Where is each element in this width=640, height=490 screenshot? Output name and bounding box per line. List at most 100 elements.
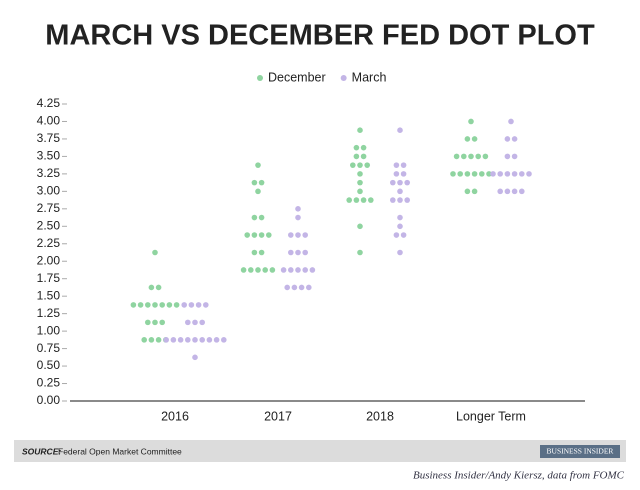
dot	[145, 319, 151, 326]
y-tick-label: 1.50	[37, 288, 61, 302]
dot	[199, 319, 205, 326]
dot	[141, 337, 147, 343]
y-tick-label: 3.75	[37, 131, 61, 145]
dot	[166, 302, 173, 308]
dot	[404, 179, 411, 186]
dot	[288, 267, 294, 273]
dot	[353, 153, 360, 160]
dot	[353, 144, 360, 151]
dot	[152, 319, 158, 326]
dot	[490, 171, 496, 177]
dot	[397, 214, 403, 221]
dot	[163, 337, 169, 343]
dot	[450, 171, 456, 177]
dot	[295, 267, 301, 273]
dot	[188, 302, 195, 308]
dot	[360, 144, 367, 151]
dot	[255, 162, 261, 168]
dot	[508, 118, 514, 125]
logo-box	[540, 445, 620, 458]
x-tick-label: 2017	[264, 409, 292, 423]
dot	[155, 284, 162, 291]
dot	[482, 153, 489, 160]
dot	[248, 267, 254, 273]
legend-label: March	[352, 70, 387, 84]
dot	[400, 171, 407, 177]
dot	[244, 232, 250, 238]
dot	[295, 206, 301, 212]
dot	[353, 197, 360, 203]
y-tick-label: 4.00	[37, 114, 61, 128]
dot	[195, 302, 202, 308]
dot	[258, 214, 265, 221]
dot	[306, 284, 312, 291]
dot	[192, 354, 198, 361]
dot	[145, 302, 151, 308]
logo: BUSINESS INSIDER	[547, 447, 614, 456]
dot	[468, 118, 474, 125]
y-tick-label: 3.00	[37, 184, 61, 198]
dot	[393, 162, 400, 168]
x-tick-label: 2016	[161, 409, 189, 423]
dot	[360, 153, 367, 160]
dot	[258, 232, 265, 238]
dot	[203, 302, 209, 308]
dot	[288, 232, 294, 238]
dot	[357, 188, 363, 195]
legend-swatch	[340, 75, 347, 81]
x-tick-label: Longer Term	[456, 409, 526, 423]
dot	[206, 337, 213, 343]
dot	[357, 171, 363, 177]
dot	[511, 171, 518, 177]
dot	[298, 284, 305, 291]
y-tick-label: 1.75	[37, 271, 61, 285]
dot	[504, 136, 511, 142]
dot	[251, 232, 258, 238]
dot	[159, 302, 165, 308]
dot	[280, 267, 287, 273]
dot	[357, 179, 363, 186]
dot	[258, 249, 265, 256]
dot	[155, 337, 162, 343]
dot	[302, 232, 309, 238]
dot	[511, 136, 518, 142]
dot	[148, 337, 155, 343]
dot	[511, 153, 518, 160]
dot	[177, 337, 184, 343]
dot	[526, 171, 532, 177]
dot	[309, 267, 316, 273]
dot	[397, 249, 403, 256]
dot	[185, 337, 191, 343]
dot	[475, 153, 482, 160]
dot	[130, 302, 137, 308]
dot	[497, 188, 504, 195]
dot	[393, 171, 400, 177]
dot	[464, 188, 471, 195]
y-tick-label: 0.25	[37, 376, 61, 390]
dot	[504, 153, 511, 160]
dot	[295, 214, 301, 221]
y-tick-label: 2.50	[37, 218, 61, 232]
dot	[295, 232, 301, 238]
dot	[464, 171, 471, 177]
dot	[486, 171, 492, 177]
dot	[393, 232, 400, 238]
dot	[453, 153, 460, 160]
dot	[185, 319, 191, 326]
background	[0, 0, 640, 468]
dot	[357, 223, 363, 230]
dot	[464, 136, 471, 142]
dot	[471, 136, 478, 142]
dot	[400, 232, 407, 238]
dot	[181, 302, 187, 308]
dot	[302, 249, 309, 256]
dot	[137, 302, 144, 308]
dot	[291, 284, 298, 291]
dot	[390, 179, 396, 186]
source-label: SOURCE:	[22, 446, 61, 456]
dot	[397, 223, 403, 230]
dot	[390, 197, 396, 203]
chart-title: MARCH VS DECEMBER FED DOT PLOT	[45, 20, 595, 52]
